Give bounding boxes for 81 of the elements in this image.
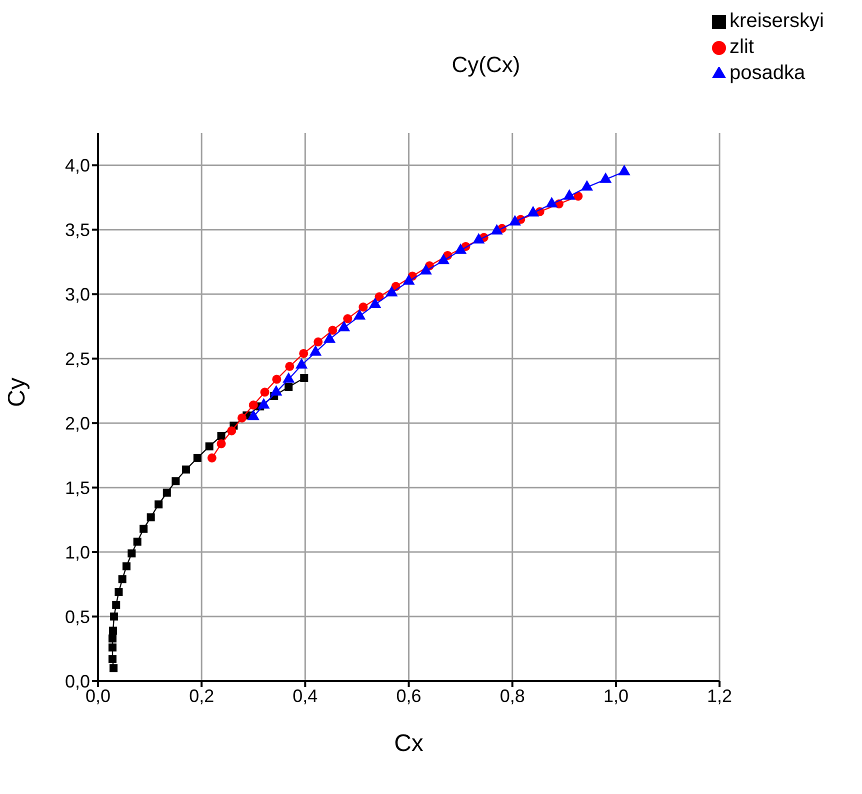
x-axis-title: Cx bbox=[394, 730, 424, 757]
point bbox=[343, 314, 352, 324]
point bbox=[122, 562, 130, 570]
point bbox=[600, 172, 612, 183]
point bbox=[217, 432, 226, 440]
point bbox=[108, 655, 117, 664]
point bbox=[284, 383, 293, 392]
y-axis-title: Cy bbox=[4, 378, 31, 407]
point bbox=[110, 612, 118, 621]
point bbox=[146, 513, 155, 522]
point bbox=[270, 385, 282, 396]
point bbox=[108, 634, 117, 642]
point bbox=[299, 348, 308, 358]
point bbox=[205, 442, 214, 450]
legend-label: zlit bbox=[730, 36, 754, 58]
point bbox=[108, 643, 117, 652]
point bbox=[328, 326, 338, 335]
point bbox=[140, 524, 148, 533]
point bbox=[154, 500, 163, 508]
point bbox=[546, 196, 558, 208]
point bbox=[110, 664, 118, 672]
x-tick-label: 1,0 bbox=[603, 686, 628, 706]
point bbox=[112, 600, 120, 609]
point bbox=[369, 297, 382, 308]
point bbox=[309, 345, 322, 356]
point bbox=[258, 398, 270, 409]
legend-label: posadka bbox=[730, 62, 806, 84]
point bbox=[118, 575, 126, 584]
point bbox=[162, 488, 171, 497]
point bbox=[353, 309, 366, 320]
y-tick-label: 2,5 bbox=[64, 349, 90, 370]
chart-title: Cy(Cx) bbox=[452, 52, 520, 77]
x-tick-label: 0,6 bbox=[396, 686, 422, 706]
point bbox=[314, 337, 323, 346]
point bbox=[114, 588, 123, 596]
x-tick-label: 0,2 bbox=[189, 686, 214, 706]
point bbox=[574, 192, 583, 201]
point bbox=[272, 374, 282, 384]
point bbox=[260, 388, 270, 397]
point bbox=[172, 477, 180, 486]
x-tick-label: 0,8 bbox=[500, 686, 525, 706]
point bbox=[247, 410, 260, 420]
point bbox=[227, 426, 236, 436]
legend-label: kreiserskyi bbox=[730, 10, 824, 32]
point bbox=[386, 286, 398, 296]
point bbox=[437, 254, 450, 264]
point bbox=[420, 264, 432, 274]
point bbox=[323, 332, 336, 343]
point bbox=[580, 180, 594, 191]
y-tick-label: 2,0 bbox=[64, 414, 90, 434]
point bbox=[182, 466, 190, 474]
point bbox=[472, 233, 485, 244]
y-tick-label: 1,0 bbox=[64, 542, 90, 562]
point bbox=[358, 302, 368, 312]
point bbox=[508, 214, 522, 226]
y-tick-label: 1,5 bbox=[64, 478, 90, 498]
y-tick-label: 3,0 bbox=[64, 284, 90, 305]
point bbox=[128, 549, 136, 558]
point bbox=[338, 320, 350, 332]
point bbox=[133, 538, 142, 546]
point bbox=[490, 224, 503, 235]
point bbox=[285, 362, 294, 371]
point bbox=[454, 243, 467, 254]
y-tick-label: 3,5 bbox=[64, 220, 90, 240]
point bbox=[282, 372, 295, 383]
point bbox=[295, 358, 308, 369]
point bbox=[300, 374, 308, 382]
point bbox=[563, 189, 576, 200]
x-tick-label: 0,4 bbox=[292, 686, 318, 706]
point bbox=[402, 274, 415, 285]
point bbox=[618, 164, 630, 176]
point bbox=[237, 413, 247, 422]
y-tick-label: 4,0 bbox=[64, 156, 90, 176]
x-tick-label: 1,2 bbox=[707, 686, 732, 706]
point bbox=[109, 626, 118, 635]
point bbox=[216, 439, 226, 448]
y-tick-label: 0,5 bbox=[64, 606, 90, 627]
point bbox=[207, 453, 216, 462]
point bbox=[248, 400, 258, 410]
point bbox=[193, 454, 202, 462]
point bbox=[527, 206, 540, 216]
